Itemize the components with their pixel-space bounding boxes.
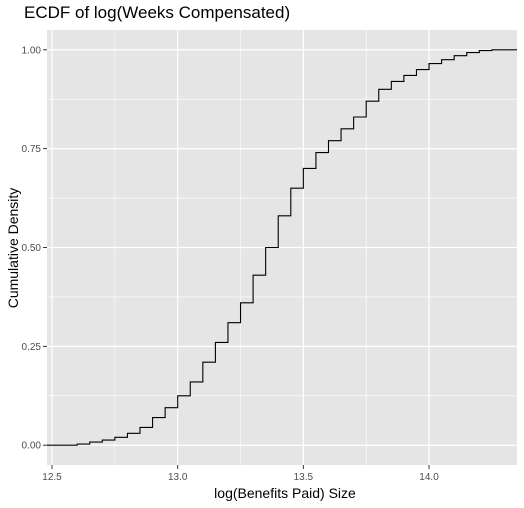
x-tick-label: 12.5 <box>42 472 62 483</box>
y-tick-label: 0.50 <box>22 243 42 254</box>
x-tick-label: 13.5 <box>294 472 314 483</box>
x-axis-title: log(Benefits Paid) Size <box>214 485 356 501</box>
y-tick-label: 0.75 <box>22 144 42 155</box>
y-axis-title: Cumulative Density <box>5 188 21 309</box>
x-axis: 12.5 13.0 13.5 14.0 <box>42 465 439 483</box>
y-tick-label: 1.00 <box>22 45 42 56</box>
x-tick-label: 13.0 <box>168 472 188 483</box>
x-tick-label: 14.0 <box>419 472 439 483</box>
y-tick-label: 0.00 <box>22 441 42 452</box>
major-grid <box>47 30 517 465</box>
ecdf-line <box>47 49 517 446</box>
y-tick-label: 0.25 <box>22 342 42 353</box>
chart-title: ECDF of log(Weeks Compensated) <box>24 3 291 22</box>
y-axis: 0.00 0.25 0.50 0.75 1.00 <box>22 45 47 452</box>
ecdf-layer <box>47 49 517 446</box>
